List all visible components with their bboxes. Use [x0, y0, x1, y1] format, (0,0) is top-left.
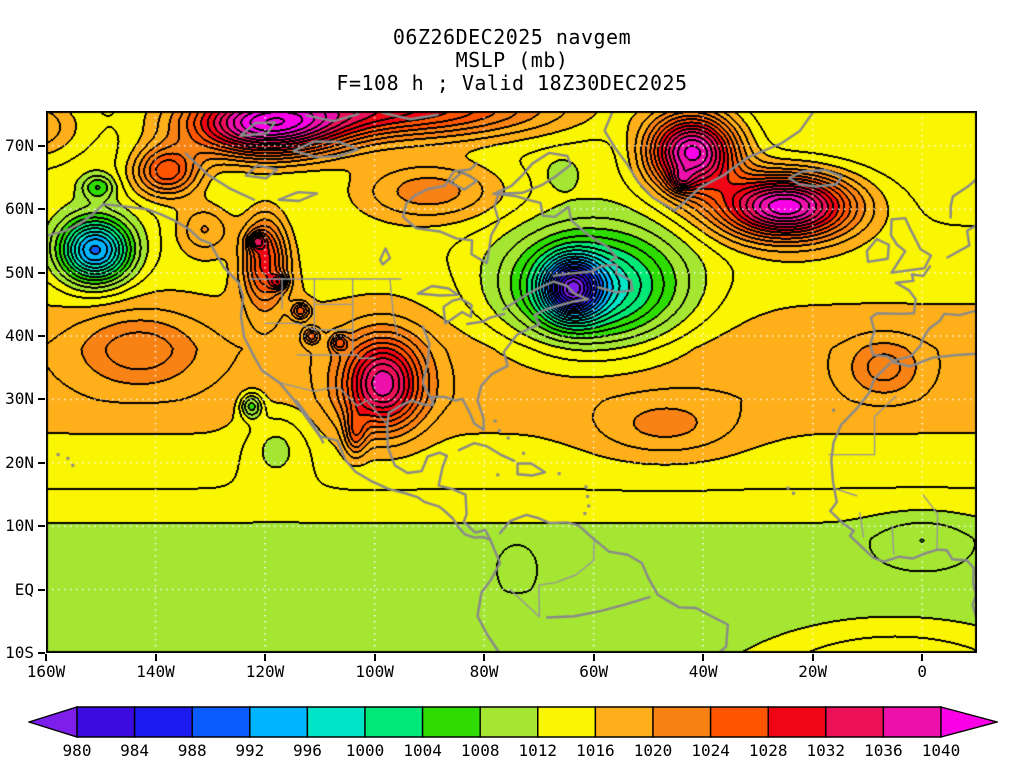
x-tick-label: 140W: [136, 662, 175, 681]
colorbar-segment: [940, 706, 1000, 738]
x-tick: [702, 654, 705, 661]
colorbar-segment: [882, 706, 942, 738]
colorbar-level-label: 996: [293, 741, 322, 760]
x-tick: [592, 654, 595, 661]
y-tick: [38, 398, 45, 401]
colorbar-level-label: 988: [178, 741, 207, 760]
x-tick-label: 40W: [688, 662, 718, 681]
colorbar-level-label: 1012: [519, 741, 558, 760]
colorbar-level-label: 1032: [807, 741, 846, 760]
x-tick: [921, 654, 924, 661]
x-tick-label: 160W: [26, 662, 66, 681]
y-tick-label: 60N: [5, 199, 34, 219]
y-tick: [38, 335, 45, 338]
chart-title-field: MSLP (mb): [455, 48, 569, 72]
y-tick-label: 10N: [5, 516, 34, 536]
x-tick: [154, 654, 157, 661]
y-tick-label: EQ: [14, 579, 34, 599]
colorbar-level-label: 1040: [922, 741, 961, 760]
chart-title-valid: F=108 h ; Valid 18Z30DEC2025: [336, 71, 688, 95]
y-tick: [38, 271, 45, 274]
chart-title-run: 06Z26DEC2025 navgem: [392, 25, 632, 49]
x-tick: [373, 654, 376, 661]
x-tick-label: 0: [917, 662, 928, 681]
y-tick-label: 30N: [5, 389, 34, 409]
y-tick-label: 50N: [5, 262, 34, 282]
colorbar-segment: [767, 706, 827, 738]
x-tick: [264, 654, 267, 661]
y-tick-label: 70N: [5, 135, 34, 155]
x-tick-label: 20W: [798, 662, 828, 681]
colorbar-level-label: 992: [235, 741, 264, 760]
x-tick-label: 60W: [579, 662, 609, 681]
colorbar-svg: 980 984 988 992 996 1000 1004 1008 1012 1016 1020 1…: [26, 706, 1000, 760]
y-tick: [38, 208, 45, 211]
x-tick-label: 120W: [245, 662, 285, 681]
colorbar-segment: [709, 706, 769, 738]
y-tick: [38, 525, 45, 528]
map-plot-area: [46, 111, 977, 653]
x-tick: [45, 654, 47, 661]
colorbar-level-label: 984: [120, 741, 149, 760]
colorbar-level-label: 1024: [691, 741, 730, 760]
colorbar-level-label: 980: [63, 741, 92, 760]
colorbar-segment: [594, 706, 654, 738]
pressure-map-canvas: [46, 111, 977, 653]
x-tick-label: 80W: [469, 662, 499, 681]
colorbar: 980 984 988 992 996 1000 1004 1008 1012 1016 1020 1…: [26, 704, 1000, 764]
y-tick: [38, 144, 45, 147]
chart-title-block: 06Z26DEC2025 navgem MSLP (mb) F=108 h ; …: [0, 26, 1024, 95]
y-tick-label: 10S: [5, 643, 34, 662]
colorbar-segment: [825, 706, 885, 738]
colorbar-level-label: 1036: [864, 741, 903, 760]
x-tick: [483, 654, 486, 661]
colorbar-level-label: 1016: [576, 741, 615, 760]
colorbar-segment: [76, 706, 136, 738]
colorbar-segment: [421, 706, 481, 738]
colorbar-level-label: 1020: [634, 741, 673, 760]
y-tick-label: 20N: [5, 452, 34, 472]
colorbar-level-label: 1028: [749, 741, 788, 760]
colorbar-segment: [26, 706, 78, 738]
colorbar-segment: [652, 706, 712, 738]
x-tick-label: 100W: [355, 662, 394, 681]
colorbar-segment: [364, 706, 424, 738]
colorbar-segment: [537, 706, 597, 738]
y-tick: [38, 461, 45, 464]
y-tick-label: 40N: [5, 326, 34, 346]
y-tick: [38, 652, 45, 654]
colorbar-level-label: 1004: [403, 741, 442, 760]
colorbar-level-label: 1000: [346, 741, 385, 760]
colorbar-segment: [191, 706, 251, 738]
colorbar-level-label: 1008: [461, 741, 500, 760]
x-tick: [811, 654, 814, 661]
colorbar-segment: [306, 706, 366, 738]
colorbar-segment: [479, 706, 539, 738]
y-tick: [38, 588, 45, 591]
colorbar-segment: [133, 706, 193, 738]
colorbar-segment: [249, 706, 309, 738]
